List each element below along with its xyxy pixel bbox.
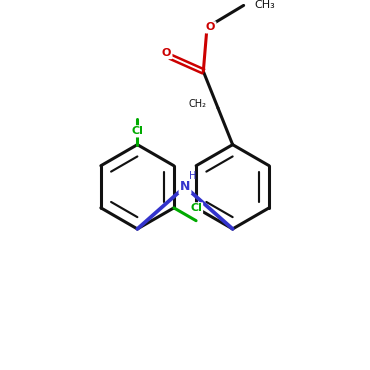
Text: Cl: Cl (131, 126, 143, 136)
Text: Cl: Cl (190, 204, 202, 213)
Text: H: H (189, 171, 197, 181)
Text: O: O (206, 23, 215, 33)
Text: O: O (162, 48, 171, 58)
Text: CH₃: CH₃ (255, 0, 275, 10)
Text: CH₂: CH₂ (189, 99, 207, 110)
Text: N: N (180, 180, 190, 193)
